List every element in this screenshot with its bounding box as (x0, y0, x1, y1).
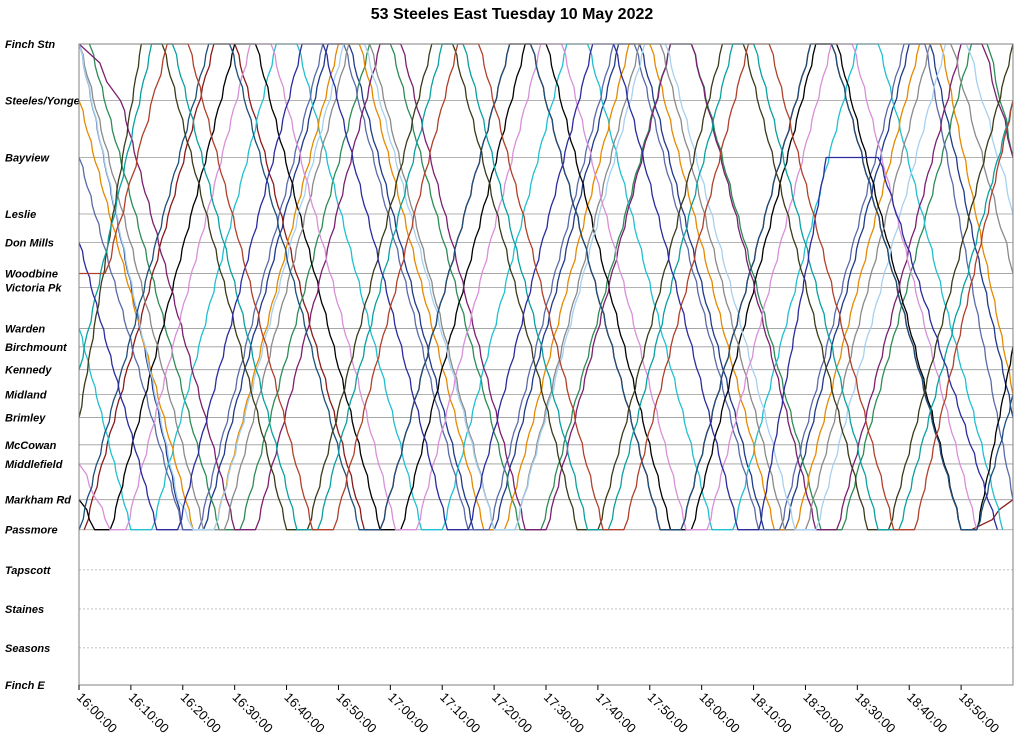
x-tick-label: 18:40:00 (904, 690, 950, 736)
stop-label: Birchmount (5, 342, 68, 354)
x-tick-label: 18:00:00 (697, 690, 743, 736)
series-line-5 (78, 43, 1014, 531)
stop-label: Seasons (5, 643, 50, 655)
x-tick-label: 17:10:00 (437, 690, 483, 736)
series-line-12 (78, 43, 1014, 531)
x-tick-label: 17:30:00 (541, 690, 587, 736)
series-line-7 (78, 43, 1014, 531)
stop-label: Finch E (5, 680, 45, 692)
series-line-3 (78, 43, 1004, 531)
series-line-10 (78, 43, 978, 531)
stop-label: Bayview (5, 153, 50, 165)
gridlines (79, 43, 1013, 686)
x-tick-label: 18:50:00 (956, 690, 1002, 736)
series-line-15 (79, 43, 1014, 531)
stop-label: Passmore (5, 525, 58, 537)
x-tick-label: 16:20:00 (178, 690, 224, 736)
series-line-13 (78, 43, 1014, 531)
stop-label: Middlefield (5, 459, 63, 471)
x-tick-label: 16:10:00 (126, 690, 172, 736)
series-group (78, 43, 1014, 531)
stop-label: Markham Rd (5, 495, 71, 507)
stop-label: Don Mills (5, 238, 54, 250)
x-tick-label: 16:00:00 (74, 690, 120, 736)
stop-label: Woodbine (5, 269, 58, 281)
stop-label: Tapscott (5, 565, 52, 577)
stop-label: Kennedy (5, 365, 52, 377)
stop-label: McCowan (5, 440, 57, 452)
x-tick-label: 16:40:00 (281, 690, 327, 736)
stop-label: Victoria Pk (5, 282, 62, 294)
x-tick-label: 18:10:00 (748, 690, 794, 736)
x-tick-label: 18:30:00 (852, 690, 898, 736)
series-line-11 (78, 43, 1014, 531)
series-line-14 (78, 43, 999, 531)
x-tick-label: 17:00:00 (385, 690, 431, 736)
x-tick-label: 16:50:00 (333, 690, 379, 736)
stop-label: Finch Stn (5, 39, 55, 51)
stop-label: Staines (5, 604, 44, 616)
stop-label: Steeles/Yonge (5, 96, 80, 108)
stop-label: Midland (5, 389, 47, 401)
series-line-0 (78, 43, 1014, 531)
x-tick-label: 16:30:00 (230, 690, 276, 736)
series-line-2 (88, 43, 1014, 531)
chart-title: 53 Steeles East Tuesday 10 May 2022 (370, 6, 654, 23)
x-tick-label: 17:50:00 (645, 690, 691, 736)
stop-label: Warden (5, 324, 45, 336)
series-line-9 (78, 43, 1014, 531)
stop-label: Leslie (5, 209, 36, 221)
series-line-8 (78, 43, 1014, 531)
plot-frame (78, 43, 1014, 686)
x-tick-label: 18:20:00 (800, 690, 846, 736)
series-line-6 (78, 43, 1014, 531)
x-tick-label: 17:40:00 (593, 690, 639, 736)
series-line-4 (78, 43, 1014, 531)
stop-label: Brimley (5, 413, 46, 425)
x-tick-label: 17:20:00 (489, 690, 535, 736)
